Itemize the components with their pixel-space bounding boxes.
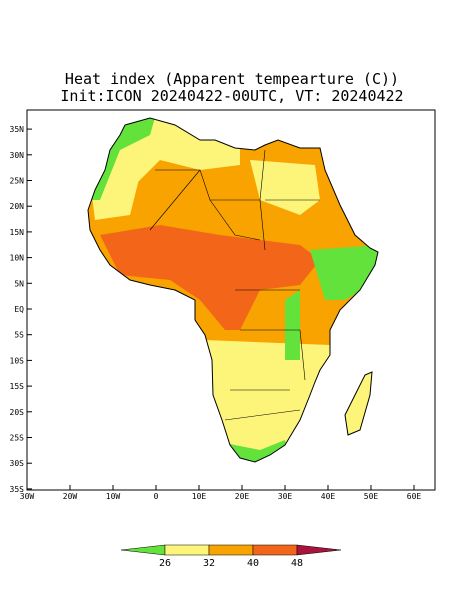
colorbar-segment <box>208 544 254 556</box>
lon-tick-label: 30E <box>278 492 293 501</box>
lat-tick-label: 10N <box>10 254 25 263</box>
colorbar-segment <box>252 544 298 556</box>
lon-tick-label: 20W <box>63 492 78 501</box>
lat-tick-label: 30N <box>10 151 25 160</box>
lat-tick-label: EQ <box>14 305 24 314</box>
lat-tick-label: 30S <box>10 459 25 468</box>
coastline <box>87 117 379 463</box>
colorbar-label: 32 <box>203 558 215 569</box>
colorbar-label: 26 <box>159 558 171 569</box>
lon-tick-label: 0 <box>154 492 159 501</box>
map-subtitle: Init:ICON 20240422-00UTC, VT: 20240422 <box>60 87 403 105</box>
lat-tick-label: 5N <box>14 279 24 288</box>
colorbar-low <box>120 544 166 556</box>
colorbar-label: 40 <box>247 558 259 569</box>
lon-tick-label: 50E <box>364 492 379 501</box>
lat-tick-label: 10S <box>10 356 25 365</box>
lat-tick-label: 35N <box>10 125 25 134</box>
lat-tick-label: 15S <box>10 382 25 391</box>
lon-tick-label: 30W <box>20 492 35 501</box>
lat-tick-label: 15N <box>10 228 25 237</box>
lon-tick-label: 10W <box>106 492 121 501</box>
map-frame <box>26 109 436 491</box>
lon-tick-label: 20E <box>235 492 250 501</box>
map-title: Heat index (Apparent tempearture (C)) <box>65 70 399 88</box>
lat-tick-label: 20S <box>10 408 25 417</box>
lon-tick-label: 40E <box>321 492 336 501</box>
colorbar-segment <box>164 544 210 556</box>
borders <box>149 149 320 421</box>
lat-tick-label: 25N <box>10 177 25 186</box>
colorbar-label: 48 <box>291 558 303 569</box>
lat-tick-label: 35S <box>10 485 25 494</box>
colorbar-high <box>296 544 342 556</box>
lon-tick-label: 10E <box>192 492 207 501</box>
lon-tick-label: 60E <box>407 492 422 501</box>
lat-tick-label: 20N <box>10 202 25 211</box>
lat-tick-label: 25S <box>10 434 25 443</box>
lat-tick-label: 5S <box>14 331 24 340</box>
heat-field <box>88 118 378 462</box>
